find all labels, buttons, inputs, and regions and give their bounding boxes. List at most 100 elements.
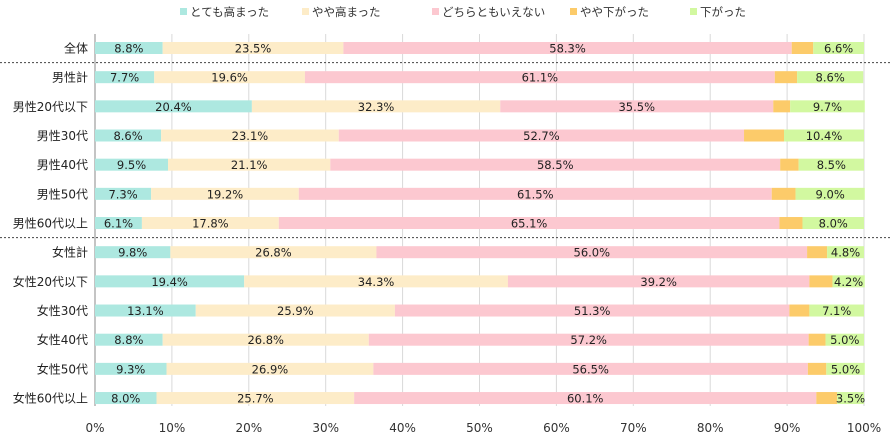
bar-segment — [774, 71, 798, 84]
category-label: 男性20代以下 — [13, 100, 88, 114]
x-tick-label: 70% — [620, 421, 647, 435]
category-label: 男性30代 — [37, 129, 88, 143]
bar-segment — [95, 304, 196, 317]
category-label: 女性20代以下 — [13, 274, 88, 289]
x-tick-label: 20% — [235, 421, 262, 435]
legend-swatch-4 — [690, 8, 697, 15]
data-label: 60.1% — [567, 392, 604, 406]
bar-segment — [354, 392, 817, 405]
data-label: 8.0% — [111, 392, 140, 406]
x-axis-tick-labels: 0% 10% 20% 30% 40% 50% 60% 70% 80% 90% 100% — [85, 421, 881, 435]
bar-segment — [809, 275, 833, 288]
bar-segment — [779, 217, 803, 230]
bar-segment — [141, 217, 279, 230]
legend-label-2: どちらともいえない — [442, 5, 545, 19]
x-tick-label: 90% — [774, 421, 801, 435]
data-label: 65.1% — [511, 217, 548, 231]
data-label: 5.0% — [831, 362, 860, 376]
data-label: 19.2% — [207, 187, 244, 201]
data-label: 9.3% — [116, 362, 145, 376]
data-label: 34.3% — [358, 275, 395, 289]
data-label: 32.3% — [358, 100, 395, 114]
x-tick-label: 40% — [389, 421, 416, 435]
bar-segment — [95, 187, 152, 200]
data-label: 61.5% — [517, 187, 554, 201]
data-label: 8.5% — [817, 158, 846, 172]
bar-segment — [784, 129, 864, 142]
data-label: 25.9% — [277, 304, 314, 318]
bar-segment — [95, 42, 163, 54]
data-label: 6.6% — [824, 42, 853, 56]
data-label: 10.4% — [806, 129, 843, 143]
data-label: 9.8% — [118, 246, 147, 260]
bar-segment — [832, 275, 865, 288]
x-tick-label: 30% — [312, 421, 339, 435]
category-label: 男性計 — [52, 70, 88, 85]
bar-segment — [837, 392, 864, 405]
bar-segment — [797, 71, 864, 84]
data-label: 52.7% — [523, 129, 560, 143]
data-label: 8.6% — [113, 129, 142, 143]
legend-label-4: 下がった — [700, 5, 746, 19]
data-label: 57.2% — [570, 333, 607, 347]
bar-segment — [780, 158, 799, 171]
bar-segment — [807, 362, 827, 375]
x-tick-label: 10% — [159, 421, 186, 435]
bar-segment — [507, 275, 810, 288]
bar-segment — [373, 362, 808, 375]
bar-segment — [95, 362, 167, 375]
bar-segment — [826, 362, 865, 375]
bar-segment — [161, 129, 339, 142]
data-label: 25.7% — [237, 392, 274, 406]
legend-label-3: やや下がった — [580, 5, 649, 19]
data-label: 8.8% — [114, 333, 143, 347]
category-label: 男性50代 — [37, 187, 88, 201]
bar-segment — [151, 187, 299, 200]
category-label: 男性60代以上 — [13, 217, 88, 231]
bar-segment — [802, 217, 864, 230]
bar-segment — [95, 129, 162, 142]
data-label: 51.3% — [574, 304, 611, 318]
bar-segment — [156, 392, 355, 405]
bar-segment — [816, 392, 838, 405]
category-labels: 全体男性計男性20代以下男性30代男性40代男性50代男性60代以上女性計女性2… — [13, 41, 88, 406]
bar-segment — [244, 275, 508, 288]
bar-segment — [95, 392, 157, 405]
bar-segment — [251, 100, 501, 113]
data-label: 56.5% — [572, 362, 609, 376]
bar-segment — [95, 275, 245, 288]
x-tick-label: 60% — [543, 421, 570, 435]
bar-segment — [95, 246, 171, 259]
data-label: 20.4% — [155, 100, 192, 114]
data-label: 7.1% — [822, 304, 851, 318]
x-tick-label: 100% — [847, 421, 881, 435]
data-label: 17.8% — [192, 217, 229, 231]
bar-segment — [773, 100, 791, 113]
bar-segment — [330, 158, 781, 171]
data-label: 13.1% — [127, 304, 164, 318]
bar-segment — [795, 187, 865, 200]
bar-segment — [343, 42, 792, 54]
data-label: 8.8% — [114, 42, 143, 56]
data-label: 23.5% — [235, 42, 272, 56]
legend: とても高まった やや高まった どちらともいえない やや下がった 下がった — [180, 5, 746, 19]
data-label: 26.8% — [247, 333, 284, 347]
bars: 8.8% 23.5% 58.3% 6.6% 7.7% 19.6% 61.1% 8.6% 20.4… — [95, 42, 865, 406]
bar-segment — [278, 217, 780, 230]
bar-segment — [809, 304, 864, 317]
bar-segment — [790, 100, 865, 113]
data-label: 39.2% — [640, 275, 677, 289]
bar-segment — [368, 333, 809, 346]
bar-segment — [95, 71, 155, 84]
data-label: 9.7% — [813, 100, 842, 114]
legend-label-0: とても高まった — [190, 5, 269, 19]
data-label: 8.0% — [819, 217, 848, 231]
bar-segment — [95, 100, 252, 113]
data-label: 26.9% — [252, 362, 289, 376]
bar-segment — [170, 246, 377, 259]
data-label: 35.5% — [618, 100, 655, 114]
data-label: 8.6% — [816, 71, 845, 85]
data-label: 4.2% — [834, 275, 863, 289]
bar-segment — [304, 71, 775, 84]
